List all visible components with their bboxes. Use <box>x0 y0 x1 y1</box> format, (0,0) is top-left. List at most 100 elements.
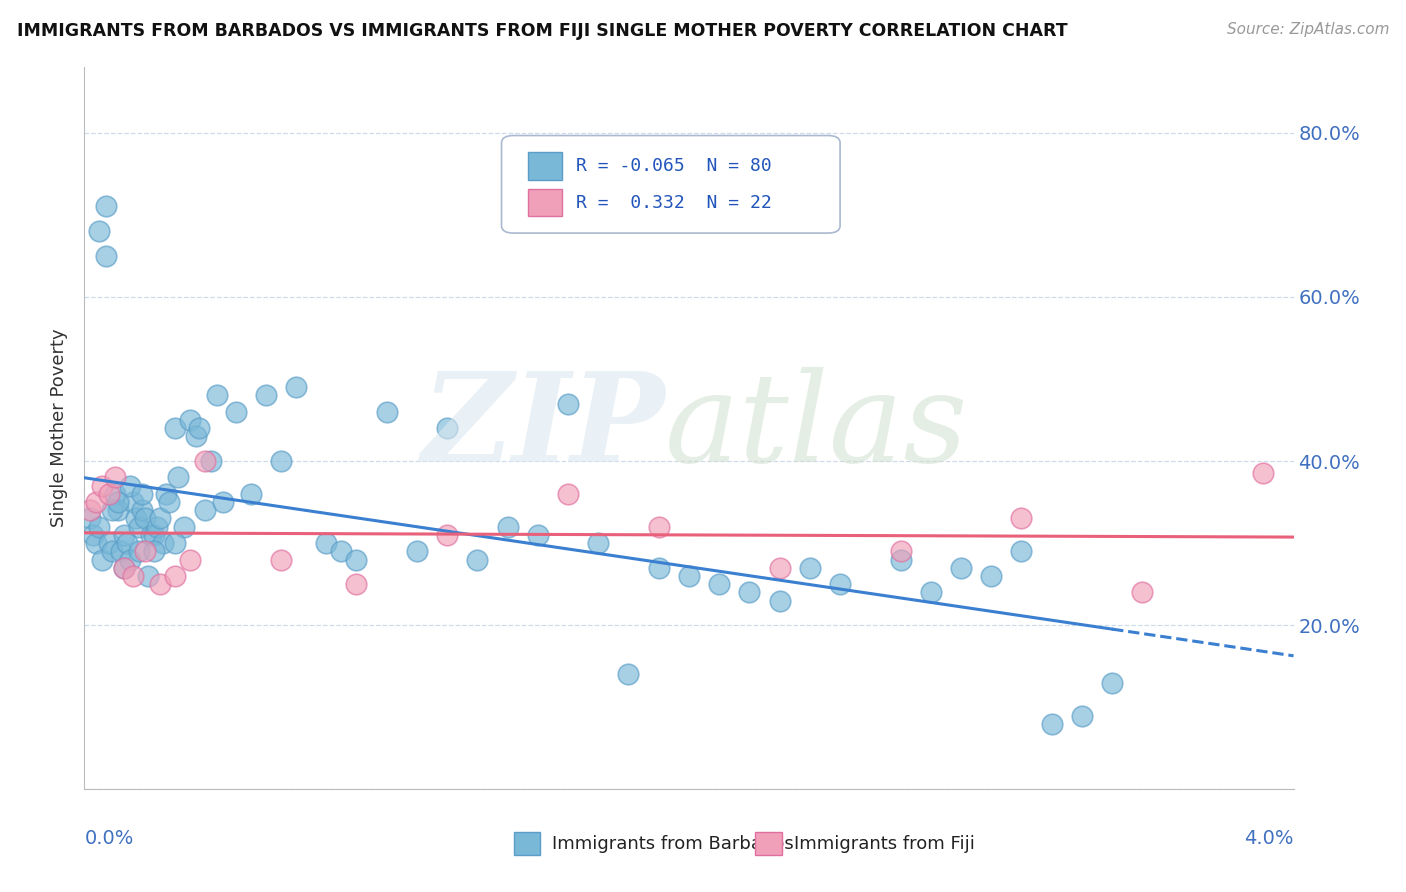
Point <box>1011 511 1033 525</box>
Point <box>118 552 141 566</box>
Point <box>107 503 129 517</box>
Point <box>1011 544 1033 558</box>
Point <box>950 560 973 574</box>
Point <box>315 536 337 550</box>
Point <box>125 511 148 525</box>
Point <box>346 552 368 566</box>
Point <box>254 388 277 402</box>
Point <box>467 552 489 566</box>
Point <box>179 413 201 427</box>
Point <box>152 536 174 550</box>
Point <box>142 544 165 558</box>
Point <box>79 511 101 525</box>
Point <box>648 560 671 574</box>
Point <box>436 528 458 542</box>
Point <box>557 487 579 501</box>
Point <box>709 577 731 591</box>
FancyBboxPatch shape <box>529 153 562 180</box>
Point <box>112 528 135 542</box>
Point <box>142 528 165 542</box>
Text: ZIP: ZIP <box>420 368 665 489</box>
Point <box>225 405 247 419</box>
Point <box>980 569 1002 583</box>
Point <box>118 478 141 492</box>
Point <box>920 585 942 599</box>
Point <box>97 487 120 501</box>
Point <box>107 495 129 509</box>
Point <box>100 544 122 558</box>
Point <box>270 454 292 468</box>
Point <box>128 519 150 533</box>
Point <box>406 544 429 558</box>
Text: Immigrants from Barbados: Immigrants from Barbados <box>553 835 794 853</box>
Point <box>436 421 458 435</box>
Point <box>207 388 229 402</box>
FancyBboxPatch shape <box>502 136 841 233</box>
Point <box>89 224 111 238</box>
Point <box>89 519 111 533</box>
Point <box>1071 708 1094 723</box>
Text: Immigrants from Fiji: Immigrants from Fiji <box>794 835 974 853</box>
Point <box>678 569 700 583</box>
Point <box>155 487 177 501</box>
Point <box>167 470 190 484</box>
Point <box>188 421 211 435</box>
Point <box>1101 675 1123 690</box>
Point <box>86 495 108 509</box>
Point <box>112 560 135 574</box>
Point <box>149 577 172 591</box>
Point <box>557 396 579 410</box>
Text: 0.0%: 0.0% <box>84 830 134 848</box>
Point <box>121 495 143 509</box>
Point <box>134 511 156 525</box>
Point <box>91 552 114 566</box>
Point <box>165 421 187 435</box>
Point <box>149 511 172 525</box>
Point <box>121 569 143 583</box>
Point <box>285 380 308 394</box>
Point <box>82 528 104 542</box>
Point <box>128 544 150 558</box>
Point <box>527 528 550 542</box>
Point <box>648 519 671 533</box>
Point <box>165 536 187 550</box>
Point <box>830 577 852 591</box>
Point <box>146 519 169 533</box>
FancyBboxPatch shape <box>755 832 782 855</box>
Point <box>588 536 610 550</box>
Point <box>94 249 117 263</box>
Point <box>194 503 217 517</box>
Point <box>100 503 122 517</box>
Point <box>139 528 162 542</box>
Point <box>173 519 195 533</box>
Point <box>270 552 292 566</box>
Point <box>1253 467 1275 481</box>
Point <box>375 405 398 419</box>
Point <box>91 478 114 492</box>
Point <box>112 560 135 574</box>
Point <box>890 544 912 558</box>
Point <box>79 503 101 517</box>
Point <box>86 536 108 550</box>
Text: IMMIGRANTS FROM BARBADOS VS IMMIGRANTS FROM FIJI SINGLE MOTHER POVERTY CORRELATI: IMMIGRANTS FROM BARBADOS VS IMMIGRANTS F… <box>17 22 1067 40</box>
Point <box>890 552 912 566</box>
Point <box>769 593 792 607</box>
Point <box>200 454 222 468</box>
Point <box>94 199 117 213</box>
Point <box>136 569 159 583</box>
Point <box>115 536 138 550</box>
Point <box>131 487 153 501</box>
Point <box>131 503 153 517</box>
Text: atlas: atlas <box>665 368 969 489</box>
FancyBboxPatch shape <box>513 832 540 855</box>
Y-axis label: Single Mother Poverty: Single Mother Poverty <box>51 329 69 527</box>
Point <box>104 487 127 501</box>
Text: R =  0.332  N = 22: R = 0.332 N = 22 <box>576 194 772 211</box>
Point <box>186 429 208 443</box>
Point <box>97 536 120 550</box>
Point <box>134 544 156 558</box>
Point <box>157 495 180 509</box>
Point <box>346 577 368 591</box>
Point <box>165 569 187 583</box>
Point <box>239 487 262 501</box>
